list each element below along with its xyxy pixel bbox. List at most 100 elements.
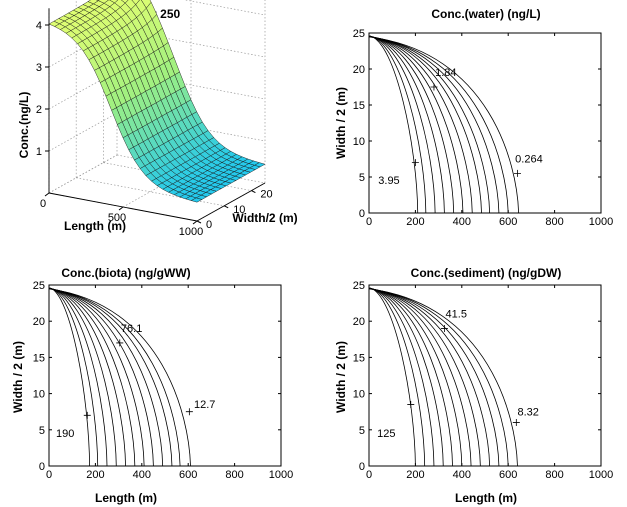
contour-line [369, 287, 444, 467]
x-tick-label: 600 [179, 469, 197, 481]
contour-line [49, 287, 90, 467]
x-tick-label: 1000 [589, 216, 613, 228]
contour-label-marker [411, 159, 419, 167]
y-tick-label: 25 [353, 280, 365, 292]
y-tick-label: 15 [353, 100, 365, 112]
surface-ylabel: Width/2 (m) [232, 211, 297, 225]
y-tick-label: 20 [353, 64, 365, 76]
y-tick-label: 25 [353, 28, 365, 40]
contour-label-marker [512, 419, 520, 427]
biota-title: Conc.(biota) (ng/gWW) [61, 266, 190, 280]
grid-line [103, 162, 252, 191]
contour-line [369, 288, 518, 467]
y-tick-label: 0 [39, 461, 45, 473]
y-tick-label: 10 [33, 389, 45, 401]
x-tick-label: 500 [108, 212, 126, 224]
x-tick-label: 1000 [179, 226, 203, 238]
contour-label: 1.84 [435, 67, 456, 79]
x-tick-label: 1000 [589, 469, 613, 481]
contour-label-marker [430, 83, 438, 91]
contour-line [49, 287, 136, 467]
x-tick-label: 600 [499, 469, 517, 481]
contour-line [369, 36, 491, 214]
contour-line [369, 287, 416, 467]
y-tick-label: 0 [359, 208, 365, 220]
grid-line [48, 112, 118, 152]
y-tick-label: 5 [359, 172, 365, 184]
grid-line [76, 177, 225, 207]
plot-frame [48, 284, 282, 467]
contour-label: 12.7 [194, 399, 215, 411]
contour-line [369, 287, 463, 467]
contour-label-marker [83, 411, 91, 419]
contour-line [369, 36, 509, 214]
contour-label: 0.264 [515, 154, 543, 166]
x-tick-label: 200 [406, 469, 424, 481]
x-tick-label: 0 [366, 469, 372, 481]
contour-line [369, 288, 500, 467]
y-tick-mark [196, 220, 202, 224]
contour-line [49, 287, 99, 467]
sediment-title: Conc.(sediment) (ng/gDW) [411, 266, 562, 280]
x-tick-label: 1000 [269, 469, 293, 481]
water-ylabel: Width / 2 (m) [334, 87, 348, 159]
y-tick-label: 5 [39, 425, 45, 437]
x-tick-label: 600 [499, 216, 517, 228]
contour-label: 76.1 [121, 323, 142, 335]
y-tick-label: 20 [260, 189, 272, 201]
y-tick-label: 0 [359, 461, 365, 473]
x-tick-label: 0 [46, 469, 52, 481]
z-tick-label: 2 [36, 104, 42, 116]
contour-line [369, 288, 481, 467]
contour-line [369, 35, 436, 214]
contour-line [369, 288, 509, 467]
contour-line [369, 35, 419, 214]
contour-line [369, 35, 445, 214]
sediment-ylabel: Width / 2 (m) [334, 341, 348, 413]
y-tick-mark [223, 205, 229, 209]
y-tick-label: 10 [353, 136, 365, 148]
surface-zlabel: Conc.(ng/L) [17, 92, 31, 159]
y-tick-label: 25 [33, 280, 45, 292]
sediment-xlabel: Length (m) [455, 491, 517, 505]
y-tick-label: 15 [353, 352, 365, 364]
biota-xlabel: Length (m) [95, 491, 157, 505]
contour-label-marker [185, 408, 193, 416]
z-tick-label: 4 [36, 20, 42, 32]
contour-line [49, 288, 154, 467]
water-contour-panel: Conc.(water) (ng/L) Width / 2 (m) 0 200 40… [334, 7, 613, 228]
contour-line [369, 288, 472, 467]
contour-line [369, 36, 500, 214]
x-tick-mark [44, 192, 50, 197]
z-tick-label: 3 [36, 62, 42, 74]
contour-line [49, 288, 145, 467]
contour-line [369, 36, 482, 214]
contour-label: 3.95 [378, 175, 399, 187]
water-title: Conc.(water) (ng/L) [431, 7, 540, 21]
contour-label-marker [407, 400, 415, 408]
contour-line [49, 287, 108, 467]
y-axis-line [196, 182, 266, 222]
contour-line [369, 287, 435, 467]
y-tick-label: 10 [233, 204, 245, 216]
x-tick-mark [118, 206, 124, 211]
y-tick-label: 5 [359, 425, 365, 437]
y-tick-mark [251, 190, 256, 194]
contour-line [369, 36, 473, 214]
y-tick-label: 15 [33, 352, 45, 364]
sediment-contour-panel: Conc.(sediment) (ng/gDW) Width / 2 (m) L… [334, 266, 613, 505]
contour-line [369, 35, 427, 214]
contour-line [49, 287, 126, 467]
contour-label: 41.5 [446, 309, 467, 321]
contour-line [369, 36, 520, 214]
y-tick-label: 20 [33, 316, 45, 328]
biota-ylabel: Width / 2 (m) [11, 341, 25, 413]
contour-label-marker [440, 324, 448, 332]
x-tick-label: 800 [225, 469, 243, 481]
surface-xlabel: Length (m) [64, 219, 126, 233]
x-tick-label: 0 [366, 216, 372, 228]
contour-line [369, 288, 491, 467]
